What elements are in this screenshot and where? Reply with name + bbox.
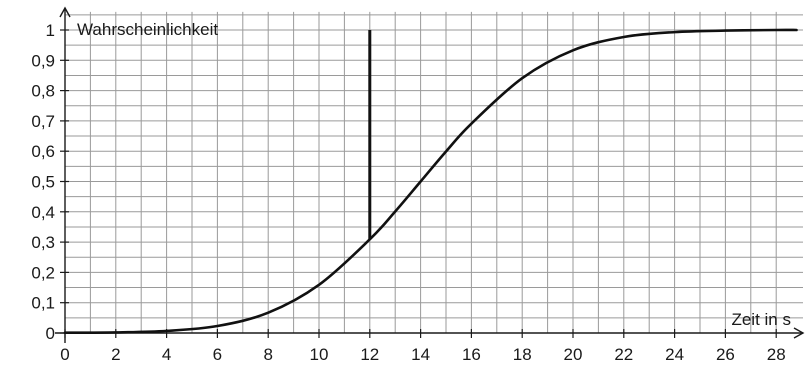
y-tick-label: 0,4 xyxy=(31,203,55,222)
x-tick-label: 4 xyxy=(162,345,171,364)
ticks: 0 2 4 6 8 10 12 14 16 18 20 22 24 26 2800,10,20,30,40,… xyxy=(31,21,785,364)
x-tick-label: 26 xyxy=(716,345,735,364)
x-tick-label: 18 xyxy=(513,345,532,364)
grid xyxy=(65,11,803,333)
y-tick-label: 0,2 xyxy=(31,263,55,282)
x-tick-label: 0 xyxy=(60,345,69,364)
x-tick-label: 22 xyxy=(614,345,633,364)
y-tick-label: 1 xyxy=(46,21,55,40)
y-tick-label: 0,8 xyxy=(31,82,55,101)
y-axis-title: Wahrscheinlichkeit xyxy=(77,20,218,39)
series xyxy=(63,28,798,334)
x-tick-label: 12 xyxy=(360,345,379,364)
x-tick-label: 28 xyxy=(767,345,786,364)
x-tick-label: 16 xyxy=(462,345,481,364)
x-axis-title: Zeit in s xyxy=(731,310,791,329)
axes xyxy=(55,6,805,343)
y-tick-label: 0,7 xyxy=(31,112,55,131)
y-tick-label: 0 xyxy=(46,324,55,343)
probability-curve xyxy=(63,28,798,334)
x-tick-label: 8 xyxy=(263,345,272,364)
y-tick-label: 0,3 xyxy=(31,233,55,252)
y-tick-label: 0,9 xyxy=(31,51,55,70)
x-tick-label: 14 xyxy=(411,345,430,364)
y-tick-label: 0,6 xyxy=(31,142,55,161)
y-axis-arrow xyxy=(59,6,71,18)
x-tick-label: 10 xyxy=(310,345,329,364)
x-tick-label: 2 xyxy=(111,345,120,364)
y-tick-label: 0,1 xyxy=(31,294,55,313)
y-tick-label: 0,5 xyxy=(31,173,55,192)
x-tick-label: 6 xyxy=(213,345,222,364)
x-tick-label: 24 xyxy=(665,345,684,364)
x-axis-arrow xyxy=(793,327,805,339)
x-tick-label: 20 xyxy=(564,345,583,364)
